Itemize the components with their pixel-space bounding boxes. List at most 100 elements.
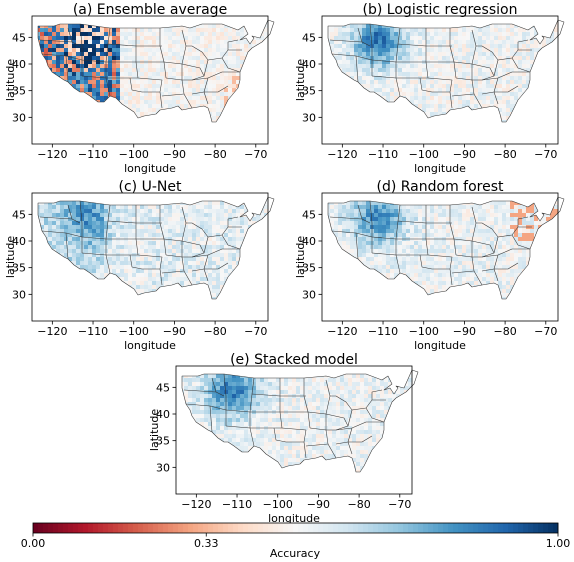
heatmap-cell xyxy=(454,44,459,49)
heatmap-cell xyxy=(76,213,81,218)
heatmap-cell xyxy=(522,112,527,117)
heatmap-cell xyxy=(462,28,467,33)
heatmap-cell xyxy=(224,253,229,258)
heatmap-cell xyxy=(148,76,153,81)
heatmap-cell xyxy=(124,261,129,266)
heatmap-cell xyxy=(184,120,189,122)
heatmap-cell xyxy=(390,36,395,41)
heatmap-cell xyxy=(152,245,157,250)
heatmap-cell xyxy=(346,108,351,113)
heatmap-cell xyxy=(92,209,97,214)
heatmap-cell xyxy=(184,209,189,214)
heatmap-cell xyxy=(200,197,205,198)
heatmap-cell xyxy=(216,76,221,81)
heatmap-cell xyxy=(200,116,205,121)
heatmap-cell xyxy=(546,76,551,81)
heatmap-cell xyxy=(506,136,510,140)
heatmap-cell xyxy=(200,84,205,89)
heatmap-cell xyxy=(164,209,169,214)
heatmap-cell xyxy=(518,80,523,85)
heatmap-cell xyxy=(196,221,201,226)
heatmap-cell xyxy=(88,217,93,222)
heatmap-cell xyxy=(76,197,81,202)
heatmap-cell xyxy=(108,257,113,262)
heatmap-cell xyxy=(32,68,36,72)
heatmap-cell xyxy=(490,20,495,25)
heatmap-cell xyxy=(176,221,181,226)
heatmap-cell xyxy=(56,197,61,198)
heatmap-cell xyxy=(322,136,326,140)
heatmap-cell xyxy=(132,64,137,69)
heatmap-cell xyxy=(430,72,435,77)
heatmap-cell xyxy=(498,48,503,53)
heatmap-cell xyxy=(112,120,117,122)
heatmap-cell xyxy=(200,24,205,29)
heatmap-cell xyxy=(256,217,261,222)
heatmap-cell xyxy=(124,233,129,238)
heatmap-cell xyxy=(322,76,326,80)
heatmap-cell xyxy=(44,217,49,222)
heatmap-cell xyxy=(462,36,467,41)
heatmap-cell xyxy=(180,120,185,122)
heatmap-cell xyxy=(108,221,113,226)
heatmap-cell xyxy=(164,36,169,41)
heatmap-cell xyxy=(486,92,491,97)
heatmap-cell xyxy=(342,80,347,85)
heatmap-cell xyxy=(72,128,76,132)
heatmap-cell xyxy=(370,84,375,89)
heatmap-grid xyxy=(38,197,269,299)
heatmap-cell xyxy=(330,76,335,81)
heatmap-cell xyxy=(84,245,89,250)
heatmap-cell xyxy=(224,84,229,89)
heatmap-cell xyxy=(346,136,350,140)
heatmap-cell xyxy=(60,92,65,97)
heatmap-cell xyxy=(140,213,145,218)
heatmap-cell xyxy=(260,197,265,198)
heatmap-cell xyxy=(44,221,49,226)
heatmap-cell xyxy=(132,241,137,246)
heatmap-cell xyxy=(64,197,69,198)
heatmap-cell xyxy=(244,48,249,53)
heatmap-cell xyxy=(526,60,531,65)
heatmap-cell xyxy=(256,197,261,202)
heatmap-cell xyxy=(466,28,471,33)
heatmap-cell xyxy=(478,80,483,85)
heatmap-cell xyxy=(438,112,443,117)
heatmap-cell xyxy=(260,76,265,81)
heatmap-cell xyxy=(180,136,184,140)
heatmap-cell xyxy=(422,64,427,69)
heatmap-cell xyxy=(402,132,406,136)
heatmap-cell xyxy=(44,20,49,25)
heatmap-cell xyxy=(370,120,375,122)
heatmap-cell xyxy=(406,84,411,89)
heatmap-cell xyxy=(494,80,499,85)
heatmap-cell xyxy=(252,24,257,29)
heatmap-cell xyxy=(434,112,439,117)
heatmap-cell xyxy=(474,104,479,109)
heatmap-cell xyxy=(458,84,463,89)
heatmap-cell xyxy=(354,48,359,53)
heatmap-cell xyxy=(538,24,543,29)
heatmap-cell xyxy=(330,28,335,33)
heatmap-cell xyxy=(204,197,209,198)
heatmap-cell xyxy=(394,32,399,37)
heatmap-cell xyxy=(88,92,93,97)
heatmap-cell xyxy=(374,132,378,136)
heatmap-cell xyxy=(382,128,386,132)
heatmap-cell xyxy=(534,20,539,25)
heatmap-cell xyxy=(398,64,403,69)
heatmap-cell xyxy=(92,52,97,57)
heatmap-cell xyxy=(252,217,257,222)
heatmap-cell xyxy=(252,237,257,242)
heatmap-cell xyxy=(374,40,379,45)
state-border xyxy=(453,61,473,81)
heatmap-cell xyxy=(48,64,53,69)
heatmap-cell xyxy=(188,20,193,25)
heatmap-cell xyxy=(176,72,181,77)
heatmap-cell xyxy=(38,197,41,202)
heatmap-cell xyxy=(390,56,395,61)
heatmap-cell xyxy=(418,28,423,33)
heatmap-cell xyxy=(32,124,36,128)
heatmap-cell xyxy=(378,88,383,93)
heatmap-cell xyxy=(172,28,177,33)
